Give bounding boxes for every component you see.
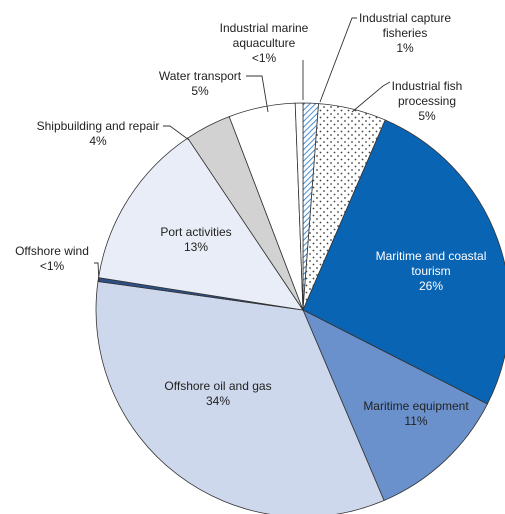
pie-slice-maritime-coastal-tourism bbox=[302, 119, 505, 405]
leader-line-water-transport bbox=[246, 75, 269, 113]
pie-slice-industrial-marine-aquaculture bbox=[294, 102, 304, 311]
slice-label-maritime-equipment: Maritime equipment 11% bbox=[363, 399, 469, 428]
slice-label-industrial-marine-aquaculture: Industrial marine aquaculture <1% bbox=[220, 21, 309, 65]
slice-label-water-transport: Water transport 5% bbox=[159, 69, 242, 98]
slice-label-offshore-wind: Offshore wind <1% bbox=[15, 244, 89, 273]
pie-slices bbox=[95, 102, 505, 514]
slice-label-maritime-coastal-tourism: Maritime and coastal tourism 26% bbox=[376, 249, 487, 293]
slice-label-port-activities: Port activities 13% bbox=[160, 225, 231, 254]
leader-line-offshore-wind bbox=[94, 262, 100, 283]
slice-label-offshore-oil-gas: Offshore oil and gas 34% bbox=[164, 379, 271, 408]
leader-line-shipbuilding-repair bbox=[163, 125, 190, 141]
leader-lines bbox=[94, 17, 391, 283]
slice-label-industrial-fish-processing: Industrial fish processing 5% bbox=[392, 79, 463, 123]
slice-labels: Industrial capture fisheries 1% Industrial … bbox=[15, 11, 486, 428]
pie-slice-maritime-equipment bbox=[302, 309, 488, 502]
pie-slice-port-activities bbox=[98, 137, 304, 311]
slice-label-shipbuilding-repair: Shipbuilding and repair 4% bbox=[37, 119, 160, 148]
leader-line-industrial-fish-processing bbox=[351, 81, 391, 113]
leader-line-industrial-capture-fisheries bbox=[319, 17, 357, 103]
slice-label-industrial-capture-fisheries: Industrial capture fisheries 1% bbox=[359, 11, 451, 55]
pie-slice-offshore-oil-gas bbox=[95, 281, 385, 514]
